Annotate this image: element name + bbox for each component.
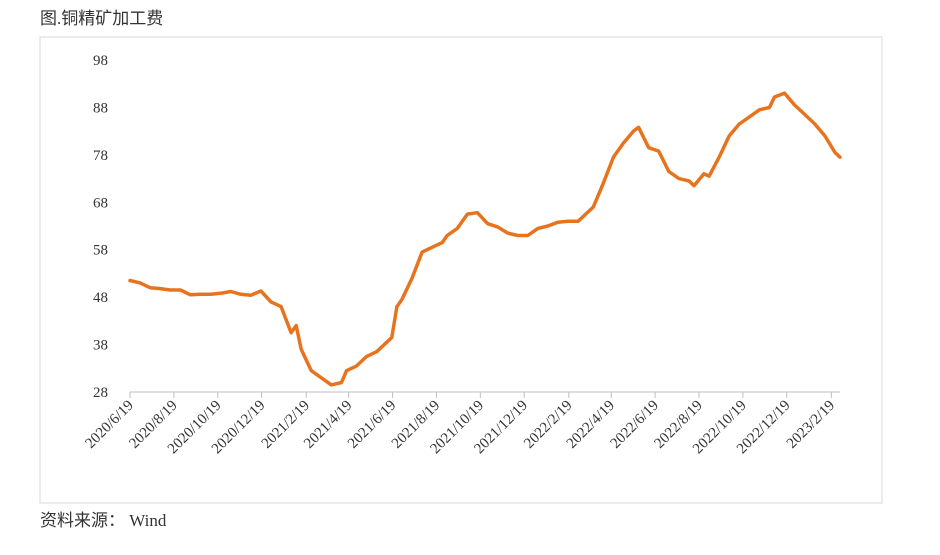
y-tick-label: 68 [93,195,108,211]
y-tick-label: 98 [93,53,108,69]
chart-title: 图.铜精矿加工费 [40,9,163,28]
data-line [128,91,842,387]
source-note: 资料来源： Wind [40,511,167,530]
y-tick-label: 78 [93,148,108,164]
y-tick-label: 88 [93,100,108,116]
y-tick-label: 28 [93,385,108,401]
y-tick-label: 48 [93,290,108,306]
chart-border [39,36,883,504]
y-tick-label: 58 [93,243,108,259]
x-tick-label: 2023/2/19 [784,398,838,452]
y-tick-label: 38 [93,338,108,354]
